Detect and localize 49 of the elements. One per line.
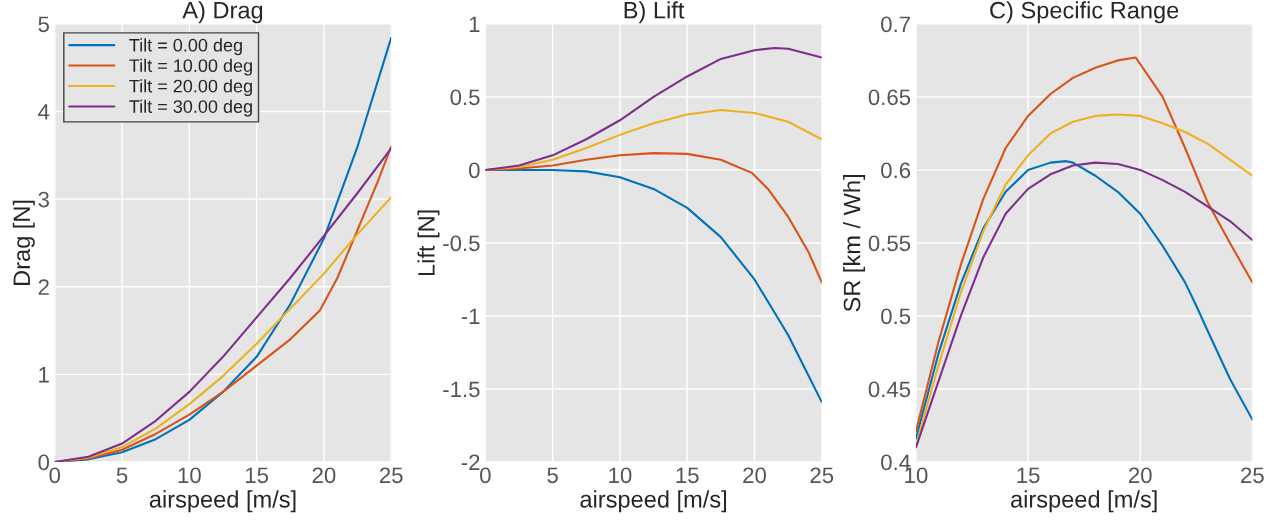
y-tick-label: 0.45 (868, 381, 911, 398)
legend-label: Tilt = 30.00 deg (129, 99, 252, 117)
y-tick-label: 0.6 (881, 162, 911, 179)
y-tick-label: 5 (38, 16, 49, 33)
y-tick-label: 4 (38, 104, 50, 120)
y-tick-label: 2 (38, 279, 49, 295)
x-axis-title: airspeed [m/s] (1011, 490, 1157, 513)
chart-title: B) Lift (624, 1, 685, 24)
line-series (485, 46, 822, 171)
legend-label: Tilt = 20.00 deg (129, 79, 252, 97)
y-tick-label: 0 (469, 162, 480, 179)
y-axis-title: Lift [N] (417, 210, 440, 276)
chart-title: C) Specific Range (990, 1, 1179, 24)
x-tick-label: 0 (480, 467, 491, 484)
x-tick-label: 5 (547, 467, 558, 484)
x-tick-label: 20 (743, 467, 766, 484)
y-tick-label: 0.65 (868, 89, 911, 106)
y-tick-label: 0 (38, 454, 50, 471)
y-tick-label: 0.55 (868, 235, 911, 252)
y-tick-label: 0.5 (881, 308, 911, 325)
x-axis-title: airspeed [m/s] (149, 490, 296, 513)
x-tick-label: 5 (116, 467, 128, 484)
y-tick-label: -0.5 (443, 235, 480, 252)
x-tick-label: 10 (609, 467, 632, 484)
x-tick-label: 25 (379, 467, 403, 484)
y-tick-label: 3 (38, 191, 49, 208)
x-tick-label: 25 (810, 467, 834, 484)
y-tick-label: -1 (461, 308, 480, 324)
y-axis-title: SR [km / Wh] (843, 175, 866, 312)
y-axis-title: Drag [N] (12, 200, 35, 285)
y-tick-label: 1 (469, 16, 480, 32)
y-tick-label: 0.5 (450, 89, 480, 106)
chart-title: A) Drag (182, 1, 263, 24)
x-tick-label: 0 (49, 467, 61, 484)
legend-label: Tilt = 10.00 deg (129, 58, 252, 76)
x-tick-label: 15 (245, 467, 269, 484)
x-axis-title: airspeed [m/s] (580, 490, 727, 513)
legend-label: Tilt = 0.00 deg (129, 38, 242, 56)
x-tick-label: 15 (1017, 467, 1040, 484)
y-tick-label: 0.7 (881, 16, 910, 33)
y-tick-label: -1.5 (443, 381, 480, 398)
line-series (915, 56, 1253, 433)
y-tick-label: 1 (39, 367, 49, 383)
x-tick-label: 25 (1241, 467, 1264, 484)
x-tick-label: 20 (1128, 467, 1152, 484)
x-tick-label: 10 (178, 467, 201, 484)
x-tick-label: 20 (312, 467, 336, 484)
x-tick-label: 15 (676, 467, 699, 484)
y-tick-label: -2 (461, 454, 480, 471)
